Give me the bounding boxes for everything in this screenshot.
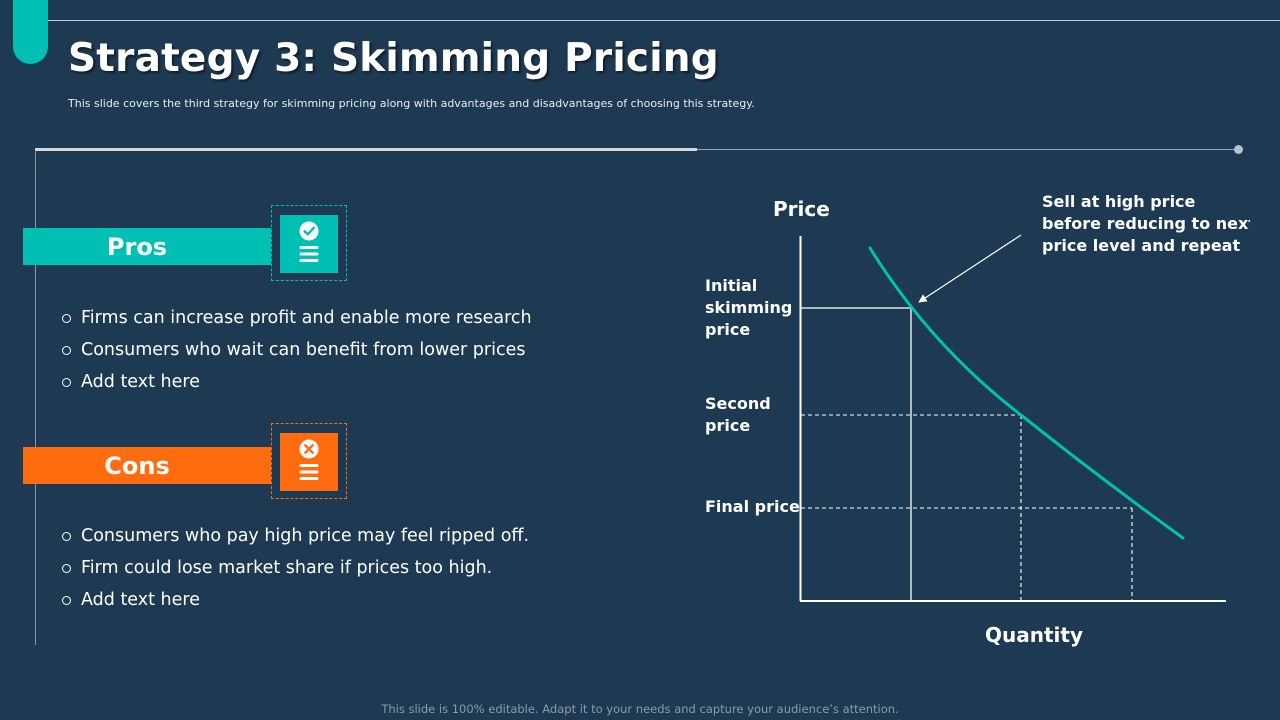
initial-price-label-line-1: Initial [705,276,757,295]
skimming-price-diagram: Price Quantity Initial skimming price Se… [705,192,1250,647]
x-axis-label: Quantity [985,623,1083,647]
final-price-label: Final price [705,497,800,516]
pros-list-item: Firms can increase profit and enable mor… [60,302,532,334]
initial-price-label-line-3: price [705,320,750,339]
bullet-circle-icon [62,377,71,387]
pros-label: Pros [106,232,168,261]
pros-list: Firms can increase profit and enable mor… [60,302,532,398]
bullet-circle-icon [62,313,71,323]
cons-label: Cons [104,451,170,480]
divider-end-dot [1234,145,1243,154]
annotation-arrow [918,234,1022,303]
initial-price-label-line-2: skimming [705,298,792,317]
bullet-circle-icon [62,595,71,605]
section-divider-thick [35,148,697,151]
bullet-circle-icon [62,563,71,573]
pros-icon-frame [271,205,347,281]
annotation-line-2: before reducing to next [1042,214,1250,233]
top-rule [48,20,1280,21]
annotation-line-3: price level and repeat [1042,236,1240,255]
corner-tab-accent [13,0,48,64]
cons-label-bar: Cons [23,447,271,484]
y-axis-label: Price [773,197,830,221]
second-price-label-line-1: Second [705,394,771,413]
page-subtitle: This slide covers the third strategy for… [68,97,755,110]
cons-list-item: Firm could lose market share if prices t… [60,552,529,584]
cons-list: Consumers who pay high price may feel ri… [60,520,529,616]
demand-curve [868,246,1185,540]
footer-note: This slide is 100% editable. Adapt it to… [381,702,899,716]
section-divider-thin [697,149,1237,150]
pros-list-item: Consumers who wait can benefit from lowe… [60,334,532,366]
cons-list-item: Consumers who pay high price may feel ri… [60,520,529,552]
bullet-circle-icon [62,531,71,541]
annotation-line-1: Sell at high price [1042,192,1196,211]
second-price-label-line-2: price [705,416,750,435]
left-vertical-rule [35,150,36,645]
page-title: Strategy 3: Skimming Pricing [68,36,719,81]
pros-list-item: Add text here [60,366,532,398]
cons-list-item: Add text here [60,584,529,616]
pros-label-bar: Pros [23,228,271,265]
checklist-cross-icon [280,433,338,491]
checklist-check-icon [280,215,338,273]
cons-icon-frame [271,423,347,499]
bullet-circle-icon [62,345,71,355]
